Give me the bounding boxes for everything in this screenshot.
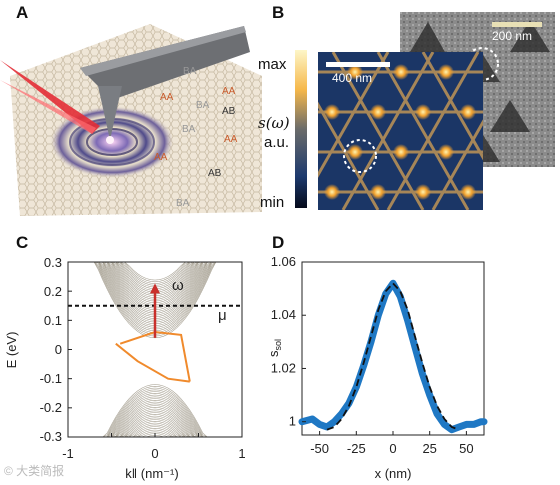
y-tick-label: 0.3 [44,255,62,270]
band-line [68,399,242,438]
x-tick-label: 50 [459,441,473,456]
stack-label-6: AA [154,152,168,163]
y-axis-label: ssol [266,339,283,357]
colorbar-max-label: max [258,56,287,73]
scalebar-left-label: 400 nm [332,71,372,85]
y-tick-label: -0.1 [40,371,62,386]
y-tick-label: 1.06 [271,254,296,269]
colorbar [295,50,307,208]
stack-label-8: AA [224,134,238,145]
colorbar-unit-label: a.u. [264,134,290,151]
colorbar-min-label: min [260,194,285,211]
x-tick-label: -50 [310,441,329,456]
excitation-arrowhead [150,283,160,294]
panel-b-letter: B [272,3,285,22]
y-axis-label: E (eV) [4,332,19,369]
measured-line [298,279,488,434]
mu-label: μ [218,307,227,324]
band-line [68,392,242,438]
edge-state-line [119,330,191,382]
laser-beam [0,60,100,134]
x-tick-label: -25 [347,441,366,456]
afm-cantilever [80,26,250,100]
x-tick-label: -1 [62,446,74,461]
y-tick-label: -0.3 [40,429,62,444]
panel-c-letter: C [16,233,29,252]
edge-state-line [115,342,190,383]
x-axis-label: k‖ (nm⁻¹) [125,466,178,481]
x-axis-label: x (nm) [375,466,412,481]
panel-a-letter: A [16,3,29,22]
omega-label: ω [172,277,184,294]
scalebar-left [326,62,390,67]
band-line [68,406,242,438]
stack-label-2: AA [222,86,236,97]
x-tick-label: 25 [422,441,436,456]
stack-label-10: BA [176,198,190,209]
stack-label-1: BA [183,66,197,77]
x-tick-label: 1 [238,446,245,461]
y-tick-label: 1.04 [271,307,296,322]
band-line [68,261,242,281]
y-tick-label: -0.2 [40,400,62,415]
afm-tip [98,86,122,140]
watermark: © 大类简报 [4,464,65,478]
stack-label-7: BA [182,124,196,135]
y-tick-label: 0.1 [44,313,62,328]
x-tick-label: 0 [151,446,158,461]
panel-d-letter: D [272,233,285,252]
y-tick-label: 0.2 [44,284,62,299]
band-line [68,396,242,438]
band-line [68,385,242,438]
stack-label-3: AA [160,92,174,103]
stack-label-4: BA [196,100,210,111]
colorbar-quantity-label: s(ω) [258,114,290,132]
y-tick-label: 1 [289,414,296,429]
scalebar-right-label: 200 nm [492,29,532,43]
band-structure-chart: -1 0 1 0.3 0.2 0.1 0 -0.1 -0.2 -0.3 E (e… [4,255,246,481]
x-tick-label: 0 [389,441,396,456]
nano-image-left: 400 nm [318,52,483,210]
soliton-profile-chart: -50 -25 0 25 50 1.06 1.04 1.02 1 ssol x (nm) [266,254,488,481]
stack-label-5: AB [222,106,236,117]
highlight-circle-left [343,139,377,173]
band-line [68,261,242,283]
panel-a-illustration: BA AA AA BA AB AA BA AA AB BA [0,24,262,216]
stack-label-9: AB [208,168,222,179]
scalebar-right [492,22,542,27]
fit-line [326,281,460,431]
y-tick-label: 1.02 [271,360,296,375]
y-tick-label: 0 [55,342,62,357]
